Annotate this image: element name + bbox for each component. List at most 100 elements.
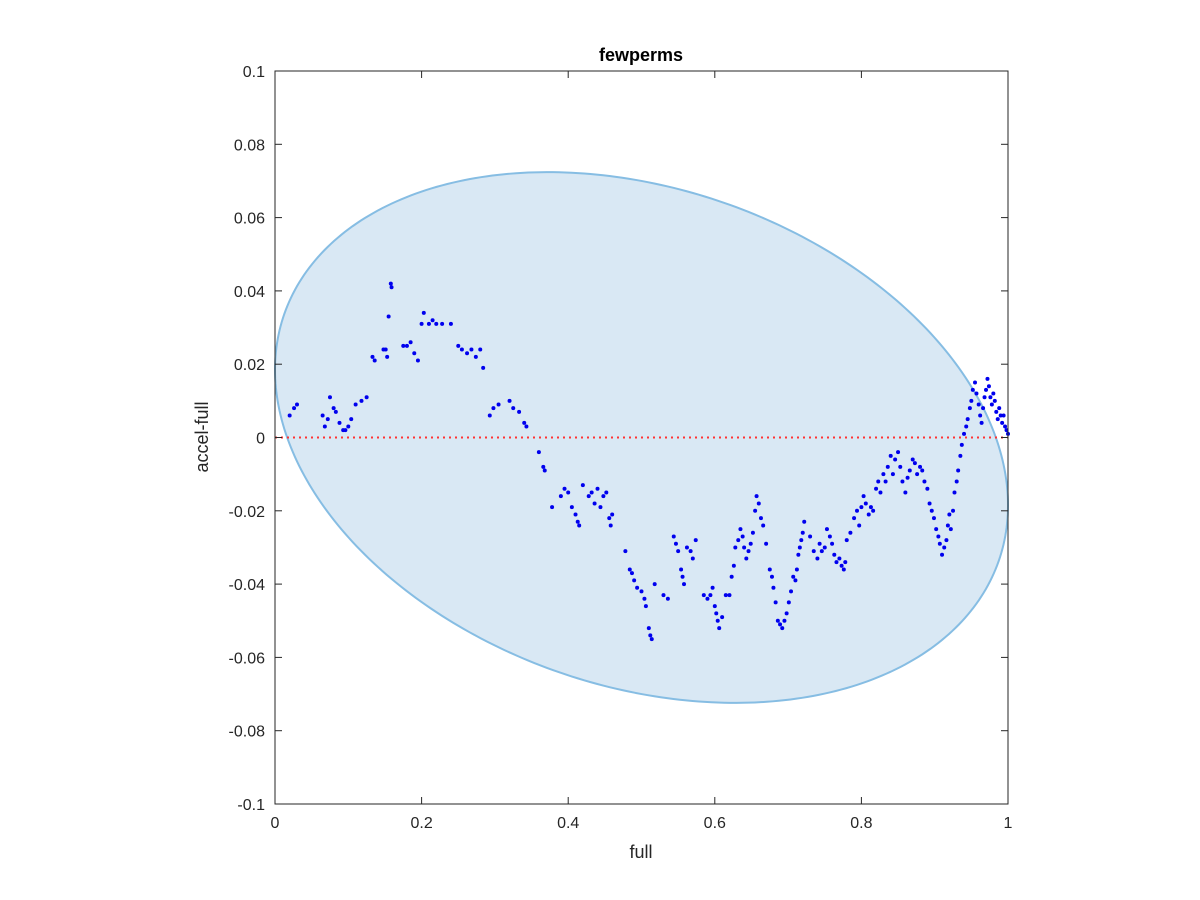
data-point: [837, 556, 842, 561]
data-point: [456, 343, 461, 348]
data-point: [898, 464, 903, 469]
data-point: [610, 512, 615, 517]
data-point: [671, 534, 676, 539]
data-point: [1001, 413, 1006, 418]
x-tick-label: 0.6: [704, 815, 726, 832]
data-point: [948, 527, 953, 532]
data-point: [769, 574, 774, 579]
data-point: [629, 571, 634, 576]
data-point: [771, 585, 776, 590]
data-point: [359, 398, 364, 403]
data-point: [868, 505, 873, 510]
data-point: [322, 424, 327, 429]
data-point: [750, 530, 755, 535]
data-point: [912, 461, 917, 466]
data-point: [595, 486, 600, 491]
data-point: [736, 538, 741, 543]
data-point: [426, 321, 431, 326]
data-point: [863, 501, 868, 506]
data-point: [925, 486, 930, 491]
data-point: [661, 593, 666, 598]
data-point: [343, 428, 348, 433]
data-point: [408, 340, 413, 345]
y-tick-label: -0.08: [229, 724, 266, 741]
data-point: [970, 387, 975, 392]
data-point: [370, 354, 375, 359]
data-point: [885, 464, 890, 469]
data-point: [714, 611, 719, 616]
data-point: [881, 472, 886, 477]
data-point: [753, 508, 758, 513]
data-point: [878, 490, 883, 495]
data-point: [896, 450, 901, 455]
data-point: [893, 457, 898, 462]
data-point: [830, 541, 835, 546]
data-point: [404, 343, 409, 348]
data-point: [569, 505, 574, 510]
data-point: [577, 523, 582, 528]
data-point: [744, 556, 749, 561]
data-point: [639, 589, 644, 594]
data-point: [701, 593, 706, 598]
data-point: [705, 596, 710, 601]
data-point: [959, 442, 964, 447]
data-point: [349, 417, 354, 422]
data-point: [922, 479, 927, 484]
data-point: [388, 281, 393, 286]
data-point: [682, 582, 687, 587]
data-point: [866, 512, 871, 517]
data-point: [723, 593, 728, 598]
data-point: [822, 545, 827, 550]
y-axis-ticks: -0.1 -0.08 -0.06 -0.04 -0.02 0 0.02 0.04 0.06 0.0…: [229, 64, 1008, 814]
data-point: [815, 556, 820, 561]
data-point: [635, 585, 640, 590]
data-point: [542, 468, 547, 473]
y-tick-label: -0.06: [229, 650, 266, 667]
data-point: [586, 494, 591, 499]
data-point: [740, 534, 745, 539]
data-point: [918, 464, 923, 469]
chart-title: fewperms: [599, 45, 683, 65]
data-point: [1003, 424, 1008, 429]
data-point: [690, 556, 695, 561]
data-point: [991, 391, 996, 396]
data-point: [775, 618, 780, 623]
data-point: [287, 413, 292, 418]
data-point: [920, 468, 925, 473]
data-point: [907, 468, 912, 473]
data-point: [927, 501, 932, 506]
data-point: [632, 578, 637, 583]
data-point: [465, 351, 470, 356]
data-point: [995, 417, 1000, 422]
data-point: [767, 567, 772, 572]
data-point: [778, 622, 783, 627]
data-point: [929, 508, 934, 513]
data-point: [748, 541, 753, 546]
x-tick-label: 0.2: [410, 815, 432, 832]
data-point: [992, 398, 997, 403]
data-point: [522, 420, 527, 425]
data-point: [720, 615, 725, 620]
data-point: [797, 545, 802, 550]
data-point: [843, 560, 848, 565]
data-point: [364, 395, 369, 400]
data-point: [676, 549, 681, 554]
data-point: [937, 541, 942, 546]
plot-area: 0 0.2 0.4 0.6 0.8 1 -0.1 -0.08 -0.06 -0.04 -0.02 0…: [229, 64, 1013, 832]
data-point: [434, 321, 439, 326]
data-point: [947, 512, 952, 517]
data-point: [915, 472, 920, 477]
y-tick-label: 0.04: [234, 284, 265, 301]
data-point: [844, 538, 849, 543]
data-point: [478, 347, 483, 352]
data-point: [989, 402, 994, 407]
y-tick-label: 0.1: [243, 64, 265, 81]
x-tick-label: 0.4: [557, 815, 579, 832]
data-point: [727, 593, 732, 598]
data-point: [986, 384, 991, 389]
data-point: [292, 406, 297, 411]
data-point: [459, 347, 464, 352]
data-point: [978, 413, 983, 418]
data-point: [848, 530, 853, 535]
